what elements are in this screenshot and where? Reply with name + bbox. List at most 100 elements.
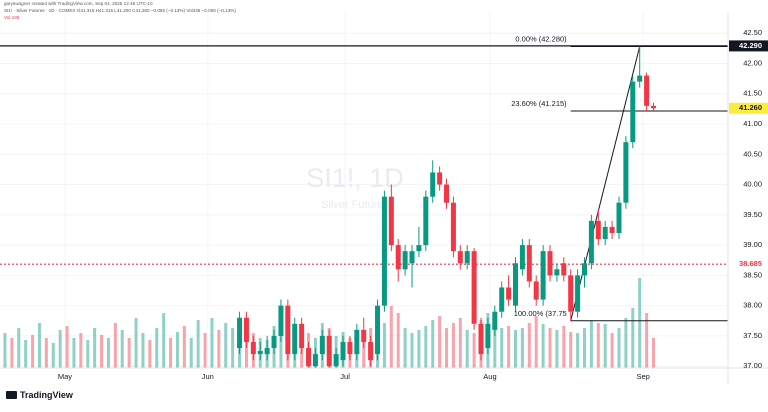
volume-bar <box>617 328 621 368</box>
candle-body <box>388 196 394 246</box>
candle-body <box>471 251 477 324</box>
volume-bar <box>645 313 649 368</box>
candle-body <box>595 220 601 240</box>
volume-bar <box>651 338 655 368</box>
volume-bar <box>555 330 559 368</box>
brand-name: TradingView <box>20 390 74 400</box>
candle-body <box>326 335 332 367</box>
volume-bar <box>396 313 400 368</box>
volume-bar <box>113 323 117 368</box>
volume-bar <box>431 320 435 368</box>
candle-body <box>450 202 456 252</box>
y-tick-label: 41.00 <box>743 119 762 128</box>
candle-body <box>464 251 470 264</box>
volume-bar <box>51 343 55 368</box>
volume-bar <box>120 330 124 368</box>
volume-bar <box>589 320 593 368</box>
volume-bar <box>31 335 35 368</box>
price-tag-label: 41.260 <box>739 103 762 112</box>
candle-body <box>492 311 498 330</box>
volume-bar <box>203 333 207 368</box>
candle-body <box>312 354 318 367</box>
candle-body <box>602 226 608 240</box>
watermark-name: Silver Futures <box>321 199 389 211</box>
candle-body <box>430 172 436 197</box>
volume-bar <box>24 340 28 368</box>
x-tick-label: Jun <box>202 372 214 381</box>
volume-bar <box>631 308 635 368</box>
price-tag <box>729 258 768 270</box>
volume-bar <box>3 333 7 368</box>
brand-logo: TradingView <box>6 390 74 400</box>
volume-bar <box>148 340 152 368</box>
volume-bar <box>106 338 110 368</box>
volume-bar <box>155 328 159 368</box>
volume-bar <box>100 335 104 368</box>
volume-bar <box>458 318 462 368</box>
volume-bar <box>382 323 386 368</box>
candle-body <box>237 317 243 349</box>
x-tick-label: Sep <box>636 372 649 381</box>
volume-bar <box>362 330 366 368</box>
candle-body <box>333 354 339 367</box>
candle-body <box>519 245 525 270</box>
candle-body <box>526 245 532 282</box>
volume-bar <box>217 330 221 368</box>
candle-body <box>402 251 408 270</box>
volume-bar <box>10 338 14 368</box>
candle-body <box>368 341 374 361</box>
candle-body <box>561 263 567 276</box>
candle-body <box>306 348 312 367</box>
volume-bar <box>169 338 173 368</box>
y-tick-label: 40.50 <box>743 149 762 158</box>
candles <box>237 46 656 368</box>
y-tick-label: 39.50 <box>743 210 762 219</box>
candle-body <box>278 305 284 336</box>
volume-bar <box>134 318 138 368</box>
candle-body <box>540 251 546 300</box>
candle-body <box>243 317 249 342</box>
candle-body <box>609 226 615 233</box>
volume-bar <box>424 326 428 368</box>
volume-bar <box>403 328 407 368</box>
header-ohlc: SI1! · Silver Futures · 1D · COMEX O41.3… <box>4 8 236 13</box>
candle-body <box>361 329 367 342</box>
candle-body <box>423 196 429 246</box>
candle-body <box>381 196 387 306</box>
logo-icon <box>6 391 17 399</box>
volume-bar <box>189 338 193 368</box>
candle-body <box>568 275 574 312</box>
volume-bar <box>596 323 600 368</box>
volume-bar <box>534 316 538 368</box>
y-tick-label: 37.00 <box>743 361 762 370</box>
volume-bar <box>465 330 469 368</box>
volume-bar <box>44 338 48 368</box>
candle-body <box>319 335 325 355</box>
header-credit: garyswagner created with TradingView.com… <box>4 1 153 6</box>
candle-body <box>581 263 587 276</box>
volume-bar <box>520 328 524 368</box>
volume-bar <box>603 324 607 368</box>
fib-label: 100.00% (37.75 <box>514 309 567 318</box>
candle-body <box>347 341 353 355</box>
volume-bar <box>438 316 442 368</box>
volume-bar <box>417 330 421 368</box>
volume-bar <box>231 328 235 368</box>
x-tick-label: May <box>58 372 72 381</box>
volume-bar <box>624 318 628 368</box>
price-tag <box>729 40 768 52</box>
candle-body <box>513 263 519 306</box>
candle-body <box>395 245 401 270</box>
candle-body <box>478 323 484 355</box>
volume-bar <box>548 328 552 368</box>
volume-bar <box>389 306 393 368</box>
candle-body <box>547 251 553 276</box>
candle-body <box>575 275 581 312</box>
volume-bar <box>196 320 200 368</box>
volume-bar <box>182 326 186 368</box>
fib-label: 23.60% (41.215) <box>511 99 567 108</box>
volume-bar <box>527 323 531 368</box>
candle-body <box>533 281 539 300</box>
volume-bar <box>224 323 228 368</box>
